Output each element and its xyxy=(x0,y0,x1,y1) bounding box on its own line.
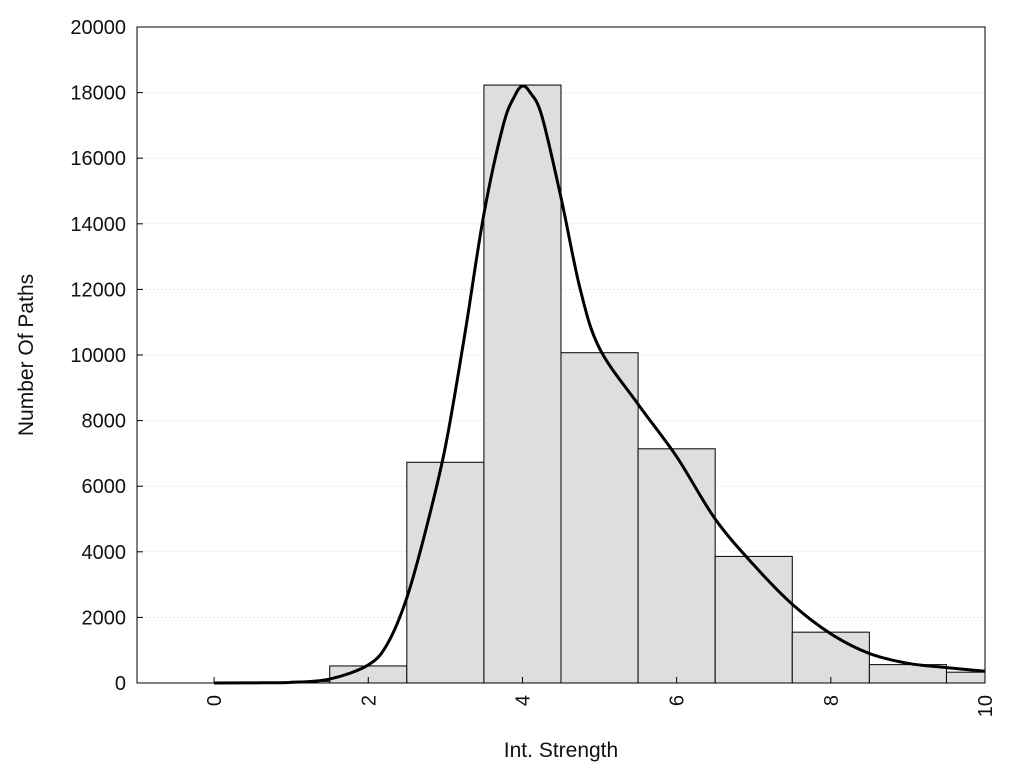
histogram-bar xyxy=(637,448,716,684)
y-axis-title: Number Of Paths xyxy=(15,274,38,436)
y-tick-label: 20000 xyxy=(70,17,126,39)
x-axis-title: Int. Strength xyxy=(504,739,618,762)
y-tick-label: 16000 xyxy=(70,148,126,170)
density-curve xyxy=(214,84,986,685)
x-tick-label: 10 xyxy=(975,695,997,717)
histogram-bar xyxy=(483,84,562,684)
histogram-bar xyxy=(406,461,485,684)
x-tick-label: 2 xyxy=(358,695,380,706)
x-tick-label: 8 xyxy=(821,695,843,706)
y-tick-label: 8000 xyxy=(82,411,127,433)
histogram-bar xyxy=(945,671,986,684)
y-tick-label: 6000 xyxy=(82,476,127,498)
y-tick-label: 10000 xyxy=(70,345,126,367)
y-tick-label: 2000 xyxy=(82,607,127,629)
density-curve-layer xyxy=(214,84,986,685)
y-tick-label: 18000 xyxy=(70,83,126,105)
y-tick-label: 0 xyxy=(115,673,126,695)
x-axis-ticks: 0 2 4 6 8 10 xyxy=(204,677,997,717)
histogram-bar xyxy=(560,352,639,684)
y-tick-label: 14000 xyxy=(70,214,126,236)
x-tick-label: 6 xyxy=(667,695,689,706)
histogram-bar xyxy=(791,631,870,684)
y-axis-ticks: 0 2000 4000 6000 8000 10000 12000 14000 16000 180… xyxy=(70,17,143,695)
y-tick-label: 12000 xyxy=(70,279,126,301)
x-tick-label: 4 xyxy=(512,695,534,706)
y-tick-label: 4000 xyxy=(82,542,127,564)
bars xyxy=(213,84,986,684)
histogram-bar xyxy=(714,555,793,684)
x-tick-label: 0 xyxy=(204,695,226,706)
